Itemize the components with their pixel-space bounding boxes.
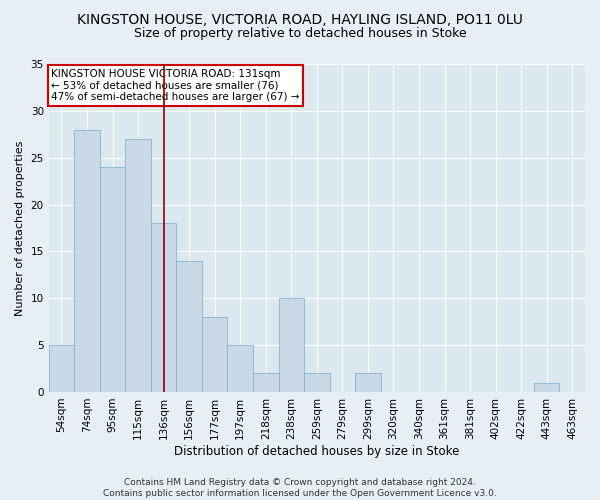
Bar bbox=[355, 373, 380, 392]
Bar bbox=[74, 130, 100, 392]
Bar bbox=[176, 261, 202, 392]
Bar bbox=[100, 167, 125, 392]
Text: KINGSTON HOUSE, VICTORIA ROAD, HAYLING ISLAND, PO11 0LU: KINGSTON HOUSE, VICTORIA ROAD, HAYLING I… bbox=[77, 12, 523, 26]
Bar bbox=[304, 373, 329, 392]
Text: Contains HM Land Registry data © Crown copyright and database right 2024.
Contai: Contains HM Land Registry data © Crown c… bbox=[103, 478, 497, 498]
Bar bbox=[278, 298, 304, 392]
Bar bbox=[227, 345, 253, 392]
Bar bbox=[151, 224, 176, 392]
Bar bbox=[534, 382, 559, 392]
Bar bbox=[202, 317, 227, 392]
Bar bbox=[49, 345, 74, 392]
Y-axis label: Number of detached properties: Number of detached properties bbox=[15, 140, 25, 316]
Text: Size of property relative to detached houses in Stoke: Size of property relative to detached ho… bbox=[134, 28, 466, 40]
Bar bbox=[253, 373, 278, 392]
Bar bbox=[125, 139, 151, 392]
Text: KINGSTON HOUSE VICTORIA ROAD: 131sqm
← 53% of detached houses are smaller (76)
4: KINGSTON HOUSE VICTORIA ROAD: 131sqm ← 5… bbox=[52, 69, 300, 102]
X-axis label: Distribution of detached houses by size in Stoke: Distribution of detached houses by size … bbox=[174, 444, 460, 458]
